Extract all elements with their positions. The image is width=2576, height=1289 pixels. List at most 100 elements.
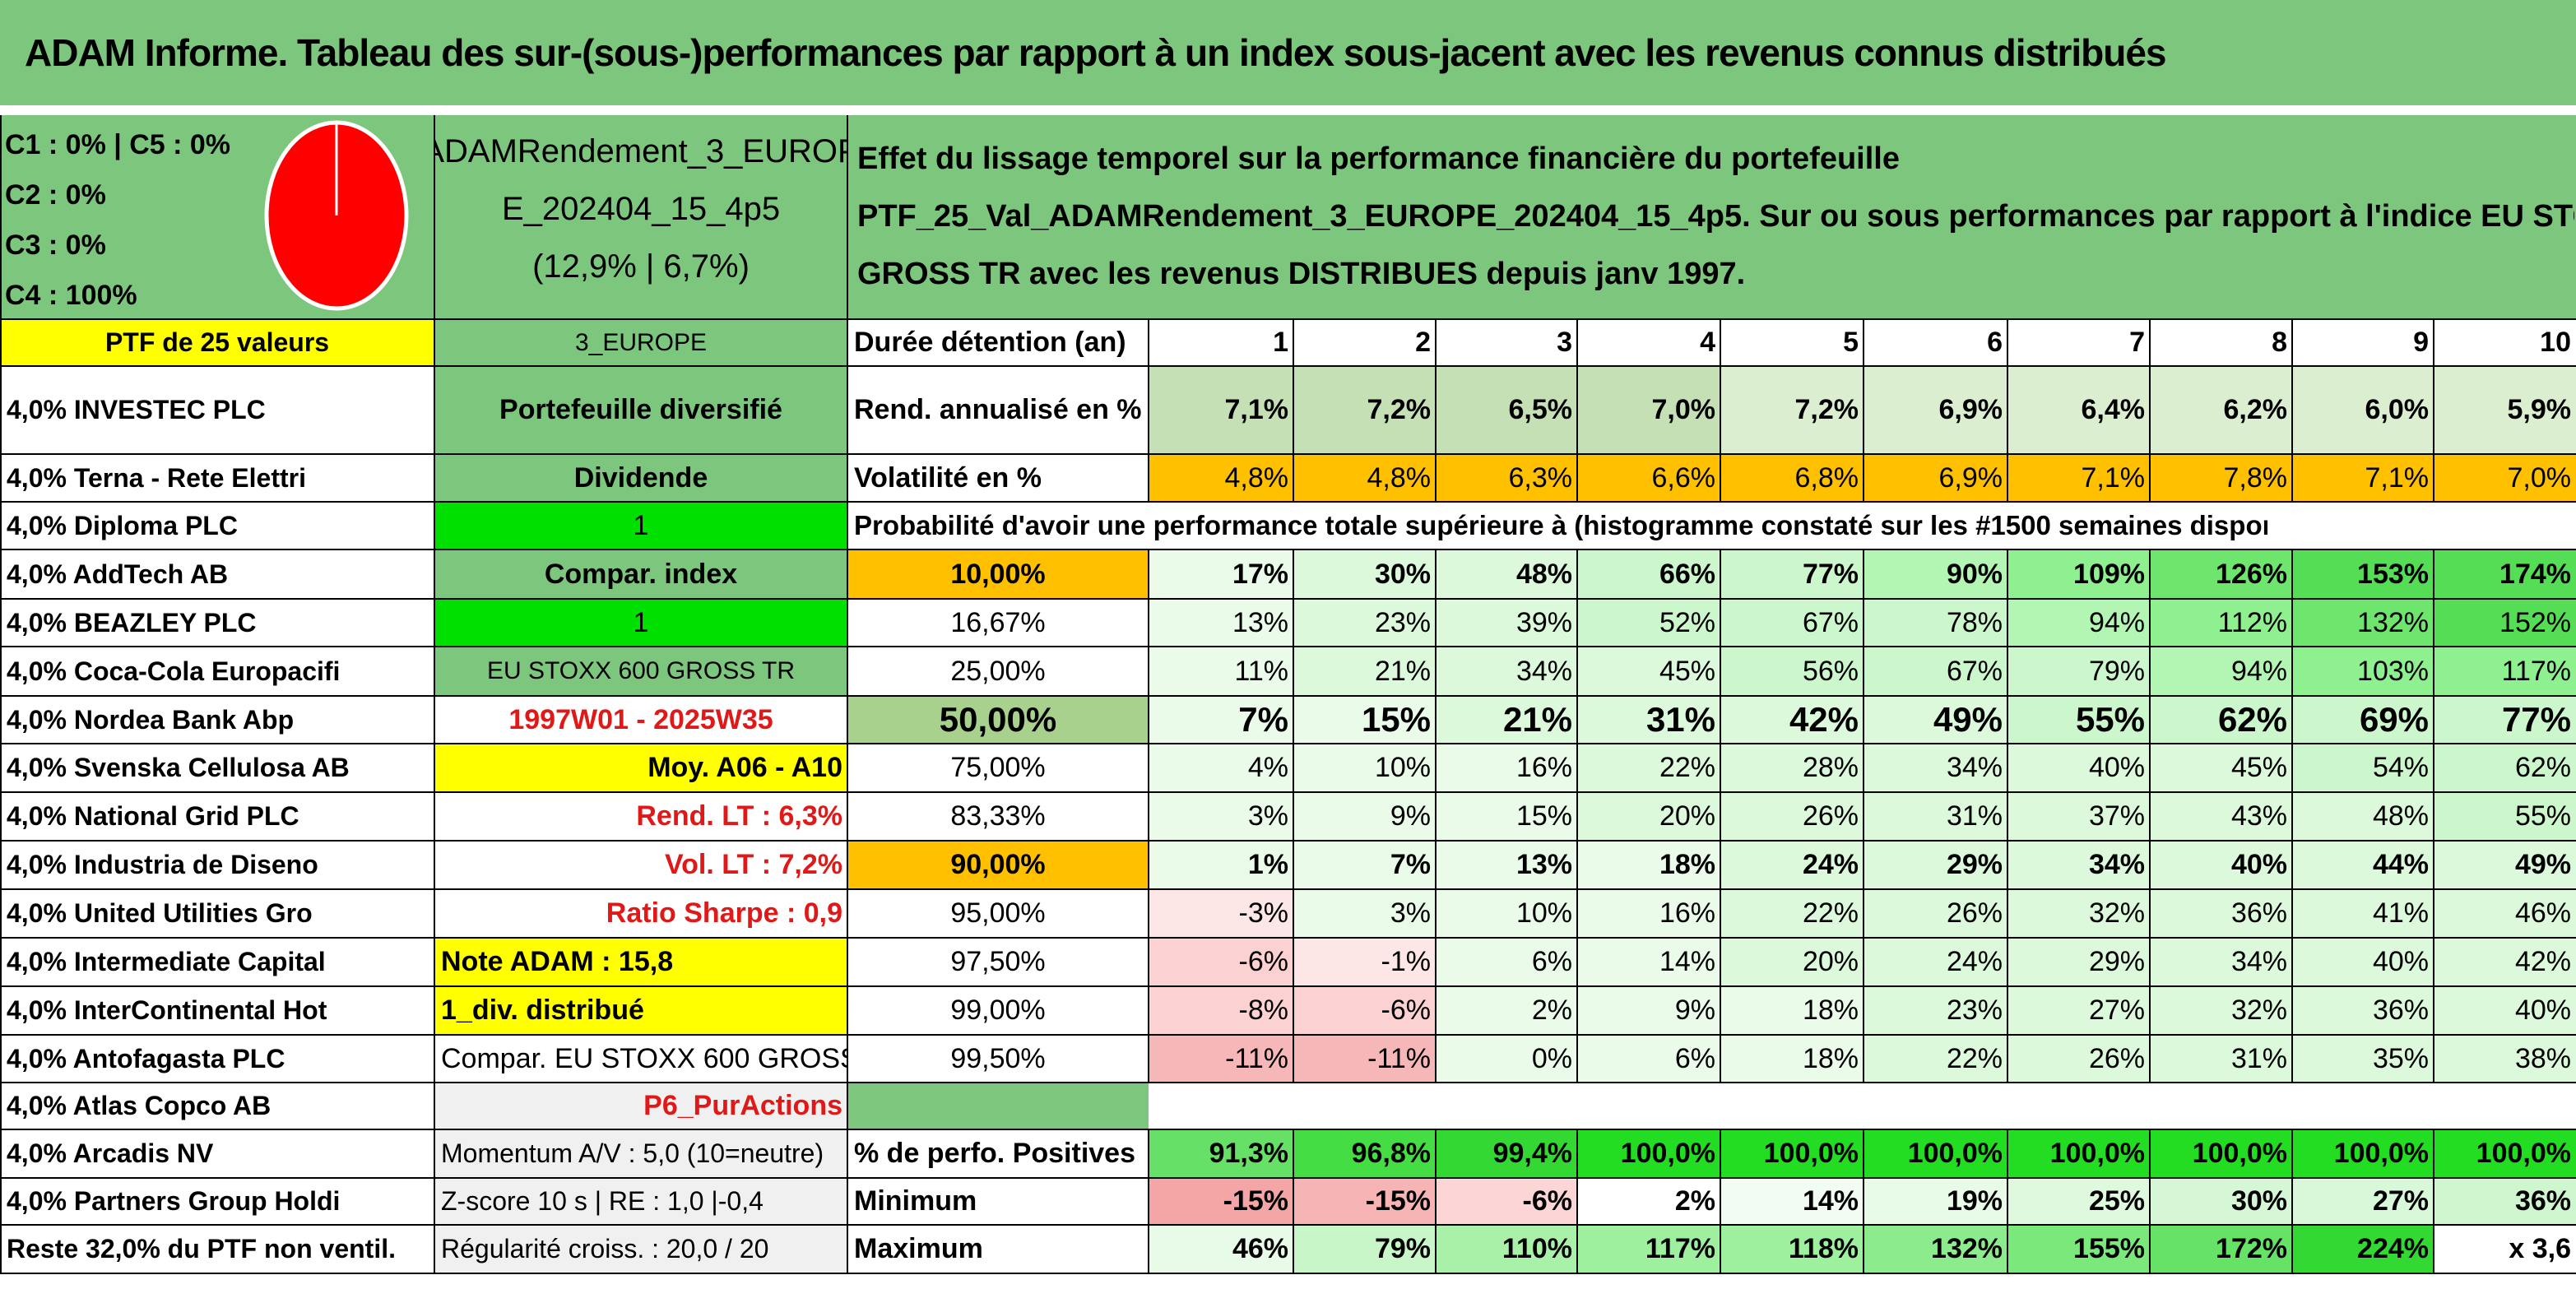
probability-cell: 26% xyxy=(1720,792,1864,841)
grid-line xyxy=(1863,549,1864,1083)
annual-return-cell: 6,9% xyxy=(1864,366,2007,454)
grid-line xyxy=(1293,319,1294,502)
grid-line xyxy=(0,115,2,1273)
minimum-cell: -15% xyxy=(1293,1178,1436,1225)
positive-perf-cell: 100,0% xyxy=(1577,1129,1720,1178)
probability-cell: 23% xyxy=(1864,986,2007,1035)
grid-line xyxy=(0,501,2576,503)
probability-cell: 6% xyxy=(1577,1035,1720,1083)
probability-cell: 22% xyxy=(1720,889,1864,938)
probability-cell: 152% xyxy=(2434,599,2576,647)
grid-line xyxy=(1293,1129,1294,1273)
holding-row: Reste 32,0% du PTF non ventil. xyxy=(0,1225,434,1273)
probability-threshold: 16,67% xyxy=(847,599,1149,647)
grid-line xyxy=(1863,1129,1864,1273)
report-title: ADAM Informe. Tableau des sur-(sous-)per… xyxy=(0,0,2576,105)
volatility-cell: 7,0% xyxy=(2434,454,2576,502)
annual-return-cell: 7,1% xyxy=(1149,366,1293,454)
probability-cell: 22% xyxy=(1577,744,1720,792)
grid-line xyxy=(0,453,2576,455)
probability-cell: 62% xyxy=(2150,696,2292,744)
minimum-cell: 2% xyxy=(1577,1178,1720,1225)
holding-row: 4,0% Terna - Rete Elettri xyxy=(0,454,434,502)
grid-line xyxy=(2291,549,2293,1083)
volatility-cell: 6,8% xyxy=(1720,454,1864,502)
holding-row: 4,0% Arcadis NV xyxy=(0,1129,434,1178)
probability-threshold: 75,00% xyxy=(847,744,1149,792)
probability-cell: 55% xyxy=(2007,696,2150,744)
holding-row: 4,0% Atlas Copco AB xyxy=(0,1083,434,1129)
year-header: 8 xyxy=(2150,319,2292,366)
annual-return-cell: 7,2% xyxy=(1293,366,1436,454)
description-line: PTF_25_Val_ADAMRendement_3_EUROPE_202404… xyxy=(857,198,2574,234)
probability-threshold: 99,00% xyxy=(847,986,1149,1035)
probability-cell: 49% xyxy=(2434,841,2576,889)
holding-row: 4,0% AddTech AB xyxy=(0,549,434,599)
probability-cell: 34% xyxy=(1864,744,2007,792)
annual-return-cell: 6,2% xyxy=(2150,366,2292,454)
grid-line xyxy=(1435,1129,1437,1273)
grid-line xyxy=(1863,319,1864,502)
portfolio-info-cell: 1997W01 - 2025W35 xyxy=(434,696,847,744)
holding-row: 4,0% United Utilities Gro xyxy=(0,889,434,938)
volatility-cell: 4,8% xyxy=(1293,454,1436,502)
probability-cell: 94% xyxy=(2007,599,2150,647)
probability-cell: 31% xyxy=(1577,696,1720,744)
probability-cell: 54% xyxy=(2292,744,2434,792)
maximum-label: Maximum xyxy=(847,1225,1149,1273)
grid-line xyxy=(1720,549,1721,1083)
probability-cell: 22% xyxy=(1864,1035,2007,1083)
grid-line xyxy=(0,791,2576,793)
category-pie-chart xyxy=(264,120,409,311)
year-header: 2 xyxy=(1293,319,1436,366)
grid-line xyxy=(2433,549,2434,1083)
probability-cell: 109% xyxy=(2007,549,2150,599)
probability-cell: 40% xyxy=(2292,938,2434,986)
positive-perf-cell: 100,0% xyxy=(2150,1129,2292,1178)
probability-cell: 24% xyxy=(1720,841,1864,889)
probability-threshold: 90,00% xyxy=(847,841,1149,889)
probability-cell: 40% xyxy=(2007,744,2150,792)
portfolio-info-cell: 1 xyxy=(434,502,847,549)
probability-cell: 43% xyxy=(2150,792,2292,841)
probability-cell: 32% xyxy=(2150,986,2292,1035)
probability-cell: 32% xyxy=(2007,889,2150,938)
holding-period-label: Durée détention (an) xyxy=(847,319,1149,366)
probability-cell: 10% xyxy=(1293,744,1436,792)
grid-line xyxy=(0,695,2576,697)
holding-row: 4,0% National Grid PLC xyxy=(0,792,434,841)
maximum-cell: 110% xyxy=(1436,1225,1577,1273)
grid-line xyxy=(0,743,2576,744)
probability-cell: 31% xyxy=(1864,792,2007,841)
grid-line xyxy=(1148,549,1149,1083)
portfolio-info-cell: Momentum A/V : 5,0 (10=neutre) xyxy=(434,1129,847,1178)
probability-threshold: 25,00% xyxy=(847,647,1149,696)
probability-cell: 79% xyxy=(2007,647,2150,696)
positive-perf-cell: 91,3% xyxy=(1149,1129,1293,1178)
probability-threshold: 50,00% xyxy=(847,696,1149,744)
grid-line xyxy=(1293,549,1294,1083)
probability-cell: 30% xyxy=(1293,549,1436,599)
probability-cell: 49% xyxy=(1864,696,2007,744)
annual-return-cell: 7,2% xyxy=(1720,366,1864,454)
grid-line xyxy=(0,1273,2576,1274)
grid-line xyxy=(0,1082,2576,1083)
grid-line xyxy=(2433,1129,2434,1273)
grid-line xyxy=(2007,319,2008,502)
probability-threshold: 83,33% xyxy=(847,792,1149,841)
portfolio-info-cell: Note ADAM : 15,8 xyxy=(434,938,847,986)
minimum-cell: 19% xyxy=(1864,1178,2007,1225)
probability-cell: 1% xyxy=(1149,841,1293,889)
grid-line xyxy=(2007,549,2008,1083)
probability-cell: 18% xyxy=(1720,986,1864,1035)
portfolio-info-cell: Portefeuille diversifié xyxy=(434,366,847,454)
probability-cell: 48% xyxy=(1436,549,1577,599)
positive-perf-cell: 100,0% xyxy=(2292,1129,2434,1178)
year-header: 4 xyxy=(1577,319,1720,366)
probability-cell: 31% xyxy=(2150,1035,2292,1083)
maximum-cell: 118% xyxy=(1720,1225,1864,1273)
probability-cell: 9% xyxy=(1293,792,1436,841)
grid-line xyxy=(1148,319,1149,502)
annual-return-cell: 6,0% xyxy=(2292,366,2434,454)
grid-line xyxy=(1148,1129,1149,1273)
